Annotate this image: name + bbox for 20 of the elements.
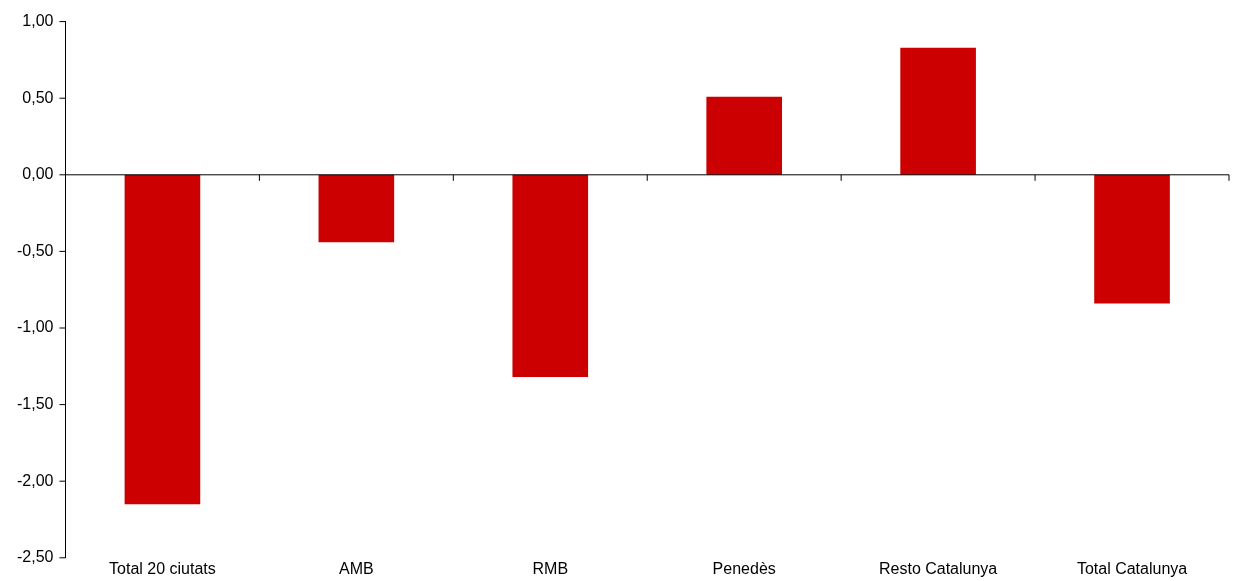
bar: [1094, 174, 1170, 304]
bar: [900, 47, 976, 175]
x-tick-label: Total Catalunya: [1076, 559, 1188, 577]
y-tick-label: 0,00: [22, 165, 54, 183]
x-tick-label: RMB: [532, 559, 569, 577]
y-tick-label: -1,00: [17, 318, 54, 336]
x-tick-label: Total 20 ciutats: [109, 559, 216, 577]
bar: [512, 174, 589, 378]
y-tick-label: 0,50: [22, 88, 54, 106]
x-tick-label: Penedès: [712, 559, 776, 577]
y-tick-label: -2,50: [17, 548, 54, 566]
bar: [124, 174, 201, 505]
y-tick-label: 1,00: [22, 12, 54, 30]
bar: [318, 174, 395, 243]
x-tick-label: AMB: [339, 559, 374, 577]
y-tick-label: -1,50: [17, 395, 54, 413]
x-tick-label: Resto Catalunya: [878, 559, 998, 577]
bar: [706, 96, 783, 175]
y-tick-label: -2,00: [17, 471, 54, 489]
y-tick-label: -0,50: [17, 241, 54, 259]
